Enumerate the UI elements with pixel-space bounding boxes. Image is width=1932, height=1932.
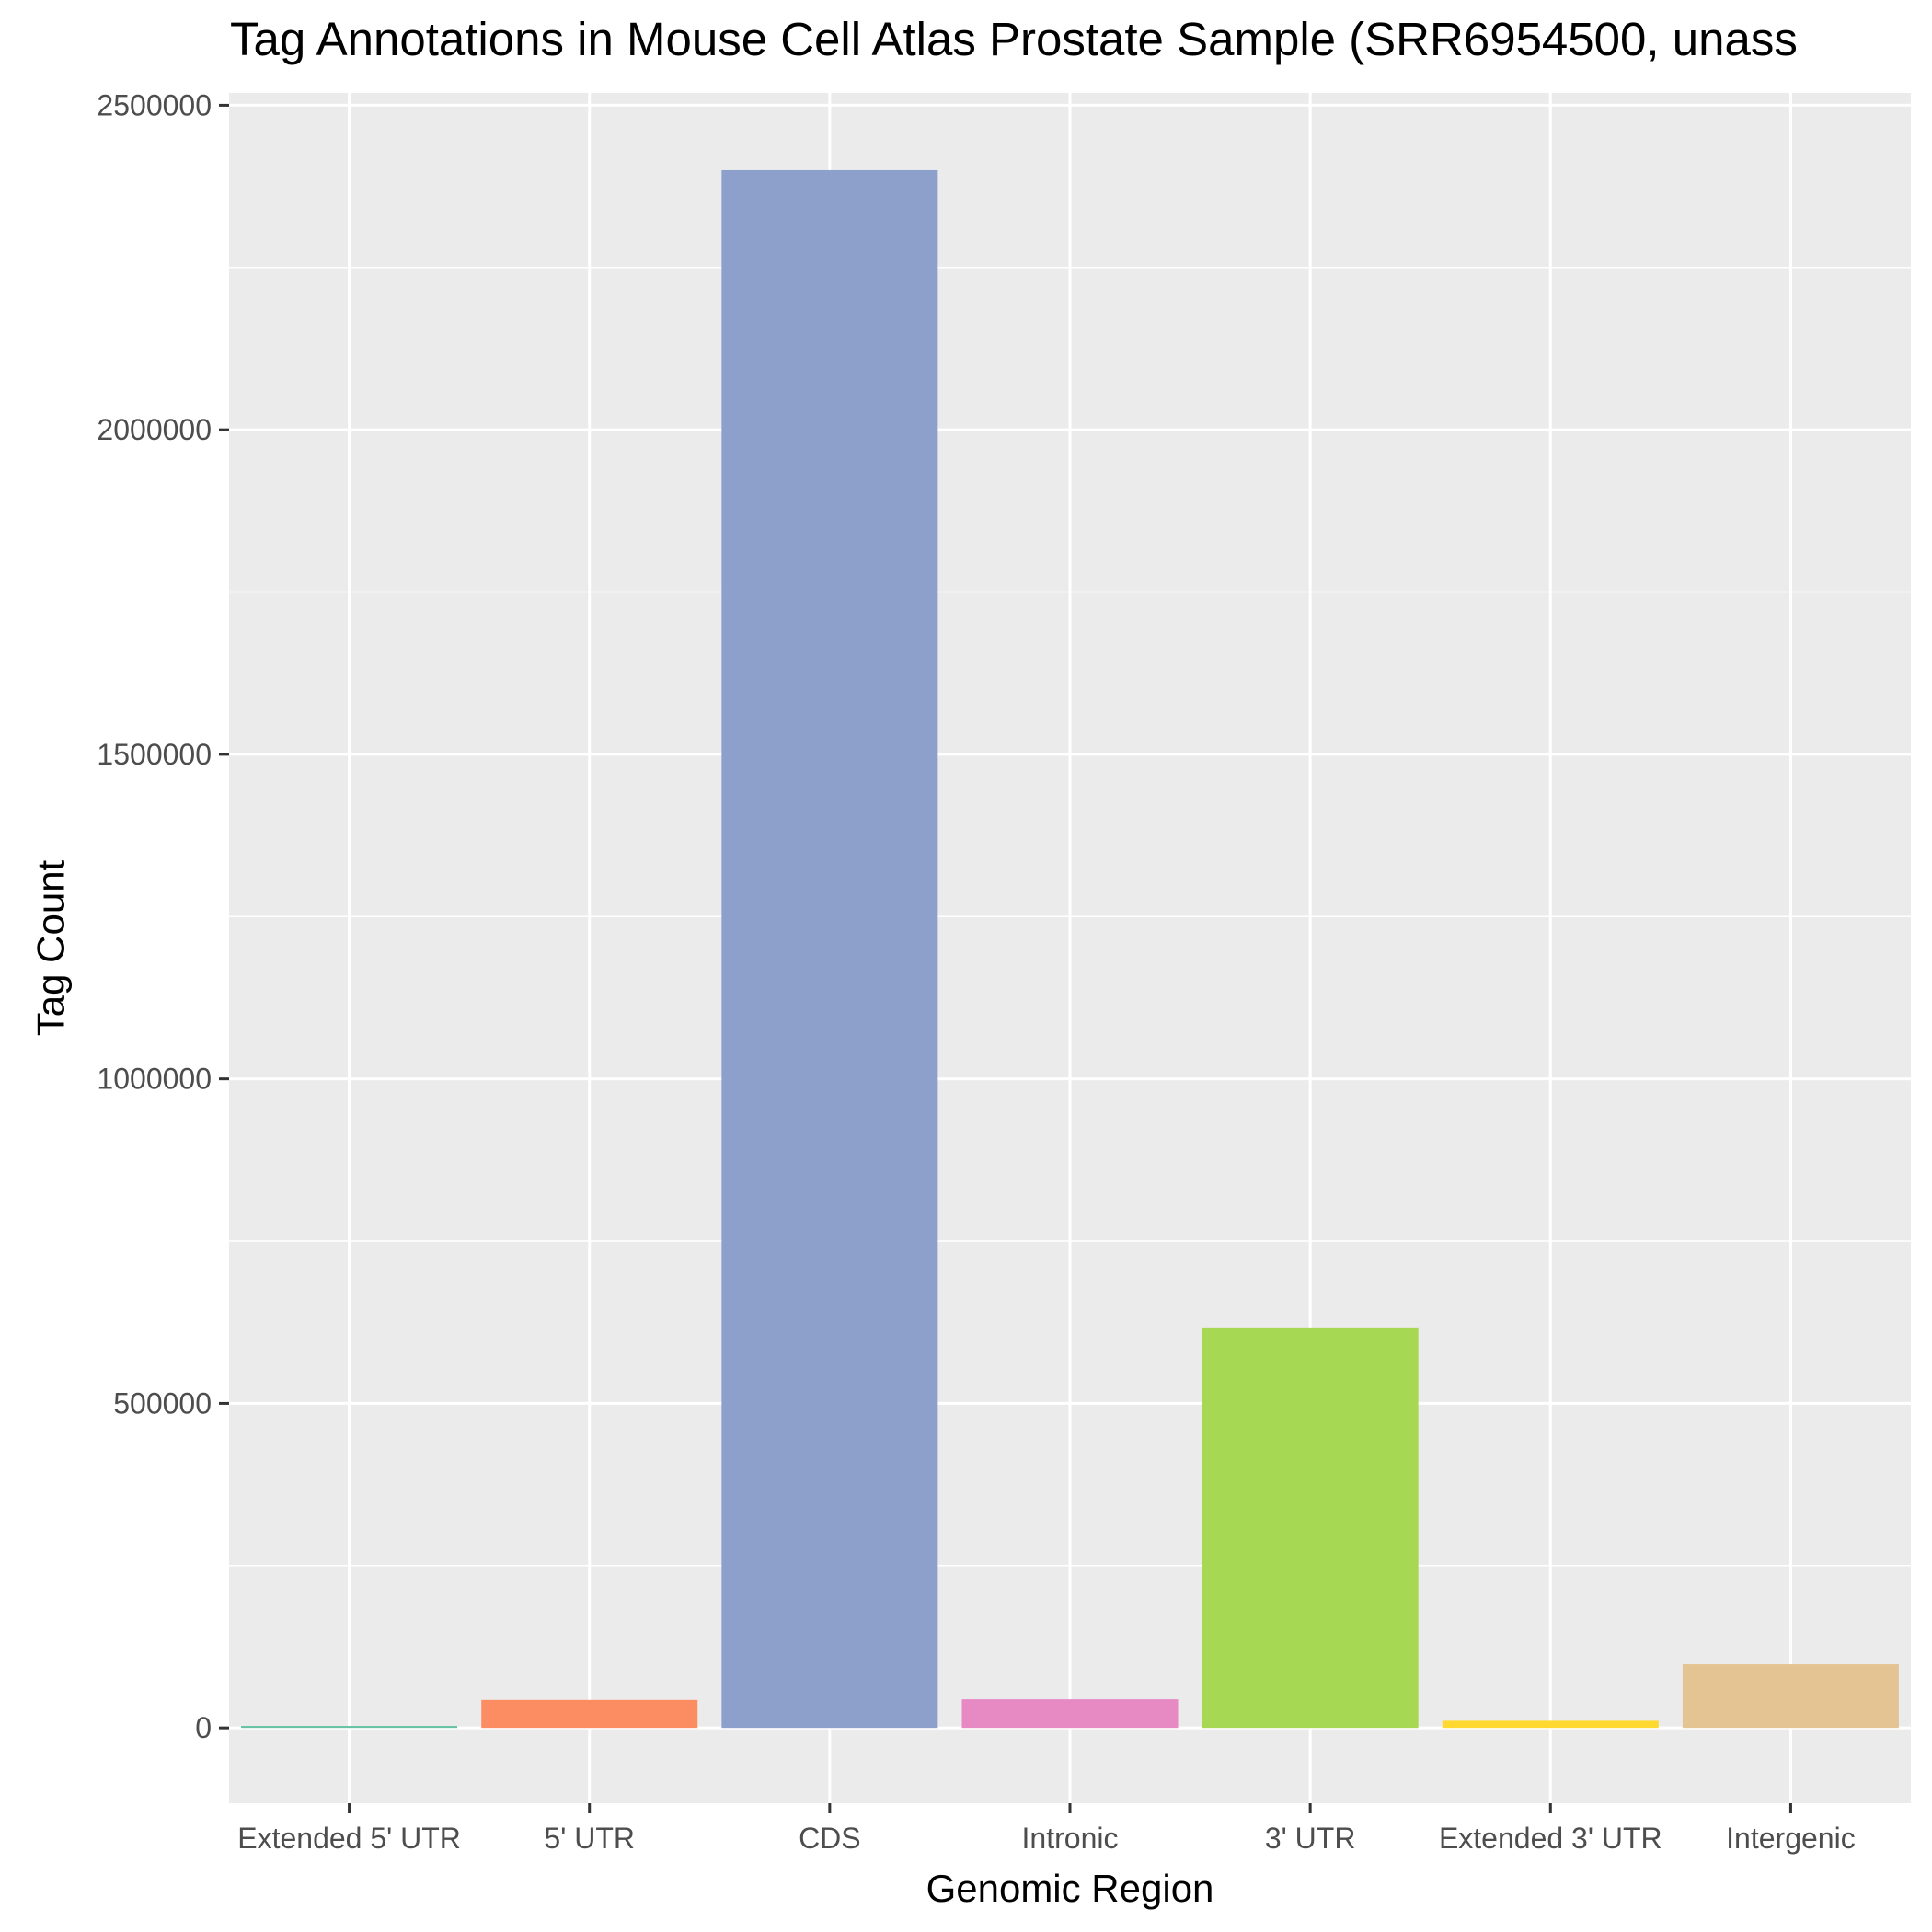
x-tick-label: 5' UTR (544, 1822, 635, 1855)
bar (481, 1699, 698, 1729)
x-tick-label: Intergenic (1726, 1822, 1856, 1855)
bar (961, 1699, 1179, 1729)
y-tick-label: 1500000 (97, 738, 212, 771)
x-tick-label: Extended 5' UTR (237, 1822, 461, 1855)
bar (1442, 1720, 1659, 1729)
y-tick-label: 2500000 (97, 88, 212, 121)
bars (241, 169, 1899, 1729)
chart-title: Tag Annotations in Mouse Cell Atlas Pros… (230, 13, 1798, 65)
bar (1682, 1664, 1899, 1729)
y-tick-label: 500000 (113, 1386, 212, 1420)
bar (241, 1726, 458, 1729)
y-axis: 0 500000 1000000 1500000 2000000 2500000 (97, 88, 229, 1744)
bar (721, 169, 938, 1729)
bar (1202, 1327, 1419, 1729)
x-tick-label: Extended 3' UTR (1439, 1822, 1662, 1855)
x-axis-title: Genomic Region (926, 1867, 1214, 1910)
x-tick-label: 3' UTR (1265, 1822, 1356, 1855)
x-tick-label: Intronic (1022, 1822, 1119, 1855)
y-axis-title: Tag Count (29, 859, 73, 1036)
y-tick-label: 1000000 (97, 1063, 212, 1096)
y-tick-label: 0 (195, 1711, 212, 1744)
x-axis: Extended 5' UTR 5' UTR CDS Intronic 3' UTR Ex… (237, 1803, 1856, 1855)
x-tick-label: CDS (799, 1822, 861, 1855)
y-tick-label: 2000000 (97, 413, 212, 446)
